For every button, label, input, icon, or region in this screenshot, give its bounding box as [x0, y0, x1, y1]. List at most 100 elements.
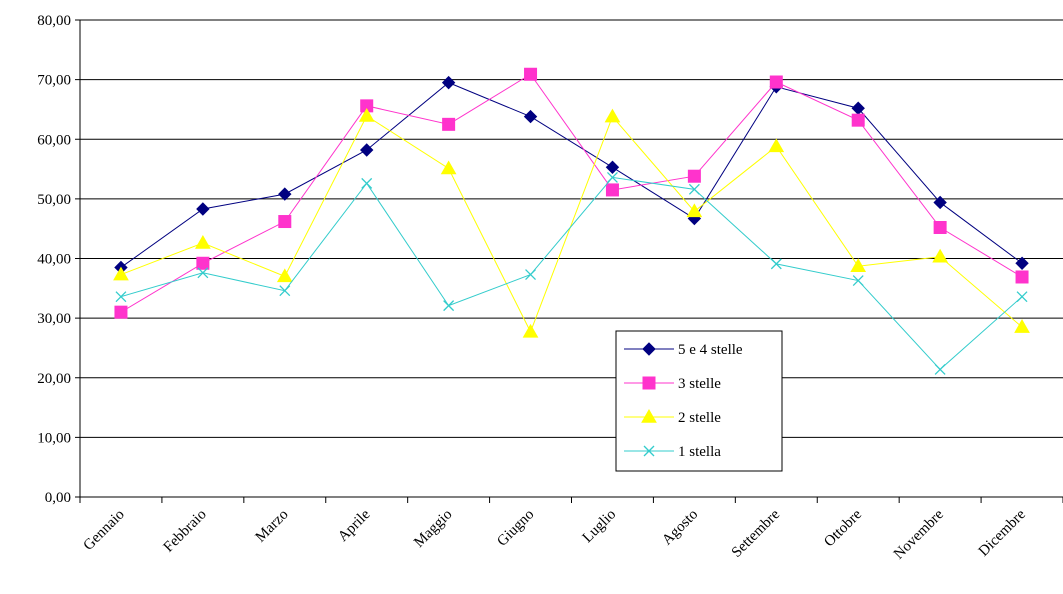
data-point: [686, 203, 703, 218]
series-line: [120, 176, 1023, 371]
data-point: [768, 138, 785, 153]
series-4: [115, 171, 1028, 375]
data-point: [361, 177, 373, 189]
series-group: [113, 67, 1030, 375]
x-tick-label: Marzo: [253, 507, 292, 546]
y-tick-label: 80,00: [37, 13, 71, 29]
x-marker-stroke: [852, 275, 864, 287]
x-marker-stroke: [361, 177, 373, 189]
y-tick-label: 40,00: [37, 252, 71, 268]
x-marker-stroke: [934, 363, 946, 375]
data-point: [1014, 319, 1030, 333]
series-line: [120, 115, 1023, 334]
x-marker-stroke: [525, 269, 537, 281]
data-point: [525, 269, 537, 281]
y-tick-label: 50,00: [37, 192, 71, 208]
legend-label: 5 e 4 stelle: [678, 342, 743, 358]
data-point: [1015, 270, 1029, 284]
x-marker-stroke: [197, 267, 209, 279]
x-tick-label: Maggio: [411, 507, 455, 551]
data-point: [769, 75, 783, 89]
y-tick-label: 30,00: [37, 311, 71, 327]
data-point: [441, 75, 456, 90]
legend-box: [615, 330, 783, 472]
x-marker-stroke: [115, 291, 127, 303]
legend-label: 1 stella: [678, 444, 721, 460]
x-tick-label: Agosto: [659, 507, 701, 549]
data-point: [851, 113, 865, 127]
data-point: [933, 195, 947, 210]
data-point: [522, 323, 539, 338]
data-point: [1015, 256, 1029, 270]
x-tick-label: Febbraio: [161, 507, 210, 556]
gridlines: [80, 19, 1063, 438]
data-point: [114, 305, 128, 319]
data-point: [933, 220, 947, 234]
data-point: [278, 187, 292, 201]
data-point: [360, 143, 374, 157]
data-point: [934, 363, 946, 375]
data-point: [604, 108, 621, 123]
data-point: [523, 109, 538, 124]
x-marker-stroke: [443, 300, 455, 312]
data-point: [852, 275, 864, 287]
data-point: [605, 160, 620, 174]
data-point: [442, 117, 456, 131]
data-point: [278, 215, 292, 229]
legend-label: 3 stelle: [678, 376, 721, 392]
x-tick-label: Gennaio: [81, 507, 128, 554]
series-line: [120, 73, 1023, 313]
data-point: [195, 234, 211, 249]
data-point: [440, 160, 457, 175]
data-point: [358, 107, 375, 122]
y-tick-label: 20,00: [37, 371, 71, 387]
data-point: [197, 267, 209, 279]
x-tick-label: Settembre: [729, 506, 784, 561]
data-point: [688, 183, 700, 195]
data-point: [932, 248, 948, 263]
data-point: [524, 67, 538, 81]
legend-swatch-marker: [642, 342, 656, 356]
data-point: [276, 268, 293, 283]
data-point: [196, 202, 210, 216]
data-point: [770, 258, 782, 270]
x-marker-stroke: [770, 258, 782, 270]
y-tick-label: 0,00: [45, 490, 71, 506]
x-marker-stroke: [606, 171, 618, 183]
data-point: [279, 285, 291, 297]
data-point: [1016, 291, 1028, 303]
data-point: [850, 258, 867, 273]
legend-swatch-marker: [641, 408, 657, 423]
y-axis-ticks: 0,00 10,00 20,00 30,00 40,00 50,00 60,00 70,00 8…: [37, 13, 80, 506]
x-marker-stroke: [688, 183, 700, 195]
x-tick-label: Luglio: [580, 507, 620, 547]
series-2: [114, 67, 1029, 319]
series-1: [114, 75, 1029, 275]
y-tick-label: 10,00: [37, 430, 71, 446]
data-point: [605, 183, 619, 197]
data-point: [606, 171, 618, 183]
x-marker-stroke: [1016, 291, 1028, 303]
x-tick-label: Giugno: [494, 507, 537, 550]
legend-label: 2 stelle: [678, 410, 721, 426]
x-tick-label: Aprile: [335, 506, 374, 545]
series-line: [120, 82, 1023, 268]
x-tick-label: Novembre: [891, 506, 947, 562]
x-marker-stroke: [643, 445, 655, 457]
data-point: [115, 291, 127, 303]
x-axis-ticks: Gennaio Febbraio Marzo Aprile Maggio Giugno Lu…: [79, 497, 1063, 563]
series-3: [113, 107, 1030, 338]
data-point: [687, 169, 701, 183]
x-tick-label: Ottobre: [821, 506, 865, 550]
y-tick-label: 60,00: [37, 132, 71, 148]
legend-swatch-marker: [643, 445, 655, 457]
data-point: [196, 256, 210, 270]
data-point: [113, 266, 129, 281]
data-point: [443, 300, 455, 312]
y-tick-label: 70,00: [37, 73, 71, 89]
legend-swatch-marker: [642, 376, 656, 390]
x-tick-label: Dicembre: [976, 506, 1029, 559]
legend: 5 e 4 stelle 3 stelle 2 stelle 1 stella: [615, 330, 783, 472]
x-marker-stroke: [279, 285, 291, 297]
